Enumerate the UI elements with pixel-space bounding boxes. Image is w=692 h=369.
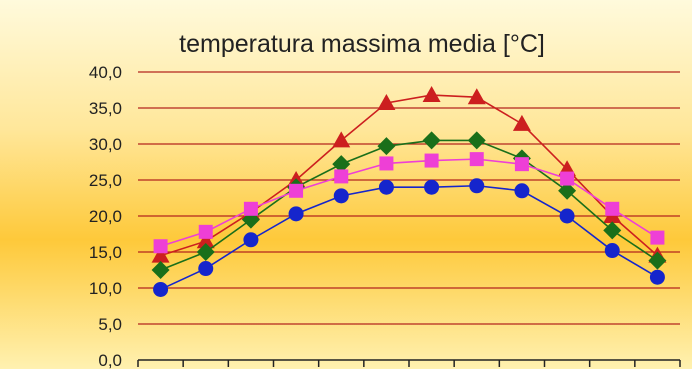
series-line	[160, 139, 658, 271]
data-point	[334, 169, 349, 184]
data-point	[514, 157, 529, 172]
series-3	[153, 152, 665, 254]
data-point	[243, 232, 259, 248]
data-point	[424, 179, 440, 195]
data-point	[332, 131, 351, 148]
data-point	[377, 137, 396, 156]
data-point	[469, 178, 485, 194]
y-axis: 0,0 5,0 10,0 15,0 20,0 25,0 30,0 35,0 40,0	[89, 63, 122, 369]
data-point	[512, 114, 531, 131]
y-tick-label: 15,0	[89, 243, 122, 262]
chart-title: temperatura massima media [°C]	[179, 30, 545, 58]
data-point	[332, 155, 351, 174]
data-point	[558, 181, 577, 200]
y-tick-label: 10,0	[89, 279, 122, 298]
y-tick-label: 40,0	[89, 63, 122, 82]
data-point	[422, 131, 441, 150]
data-point	[467, 88, 486, 105]
y-tick-label: 0,0	[98, 351, 122, 369]
series-line	[160, 158, 658, 248]
data-point	[379, 156, 394, 171]
data-point	[153, 239, 168, 254]
data-point	[467, 131, 486, 150]
data-point	[605, 201, 620, 216]
data-point	[151, 246, 170, 263]
series-line	[160, 184, 658, 291]
data-point	[333, 188, 349, 204]
y-tick-label: 25,0	[89, 171, 122, 190]
data-point	[604, 243, 620, 259]
data-point	[469, 152, 484, 167]
series-group	[151, 86, 667, 297]
data-point	[422, 86, 441, 103]
data-point	[243, 201, 258, 216]
y-tick-label: 5,0	[98, 315, 122, 334]
data-point	[196, 232, 215, 249]
data-point	[198, 261, 214, 277]
y-tick-label: 35,0	[89, 99, 122, 118]
data-point	[514, 183, 530, 199]
data-point	[603, 221, 622, 240]
data-point	[648, 251, 667, 270]
data-point	[377, 93, 396, 110]
data-point	[559, 208, 575, 224]
data-point	[378, 179, 394, 195]
data-point	[289, 183, 304, 198]
y-tick-label: 30,0	[89, 135, 122, 154]
series-4	[153, 178, 665, 297]
x-axis	[137, 359, 681, 367]
data-point	[196, 243, 215, 261]
data-point	[560, 171, 575, 186]
data-point	[650, 230, 665, 245]
data-point	[153, 281, 169, 297]
data-point	[288, 206, 304, 222]
data-point	[649, 269, 665, 285]
y-tick-label: 20,0	[89, 207, 122, 226]
data-point	[151, 261, 170, 279]
data-point	[198, 224, 213, 239]
data-point	[424, 153, 439, 168]
